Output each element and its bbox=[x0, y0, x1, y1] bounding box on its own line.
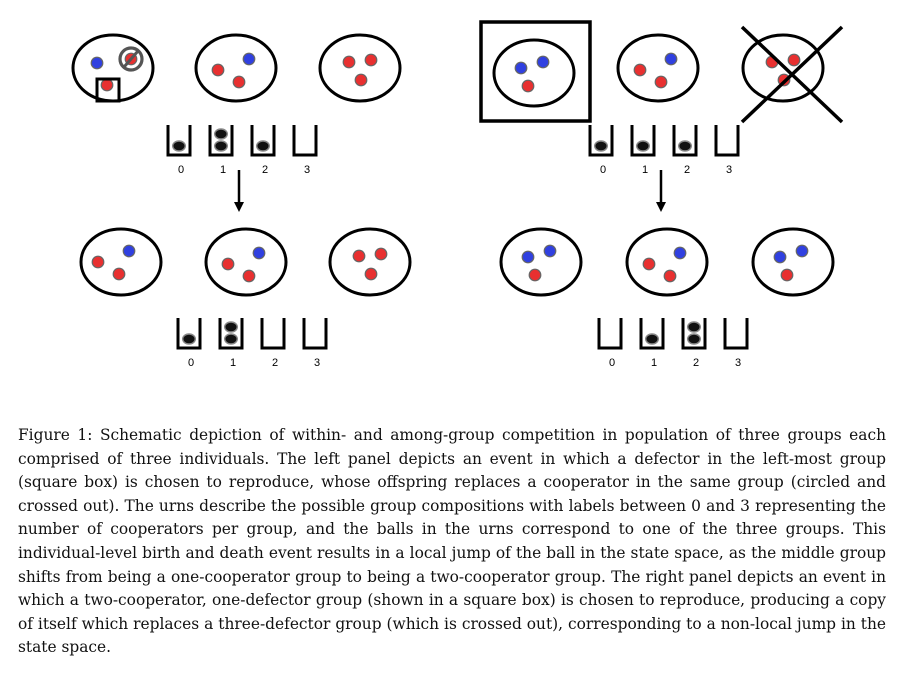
urn-label: 1 bbox=[642, 164, 648, 176]
urn-label: 1 bbox=[651, 357, 657, 369]
left-bottom-urn-2 bbox=[260, 318, 286, 350]
urn-label: 0 bbox=[188, 357, 194, 369]
defector-dot bbox=[654, 75, 668, 89]
defector-dot bbox=[528, 268, 542, 282]
cooperator-dot bbox=[242, 52, 256, 66]
defector-dot bbox=[642, 257, 656, 271]
urn-ball bbox=[687, 321, 702, 333]
urn-label: 3 bbox=[726, 164, 732, 176]
urn-ball bbox=[181, 333, 196, 345]
right-bottom-urn-1 bbox=[639, 318, 665, 350]
urn-label: 2 bbox=[262, 164, 268, 176]
left-bottom-urn-0 bbox=[176, 318, 202, 350]
right-bottom-urn-2 bbox=[681, 318, 707, 350]
right-top-urn-2 bbox=[672, 125, 698, 157]
urn-label: 0 bbox=[600, 164, 606, 176]
defector-dot bbox=[221, 257, 235, 271]
urn-ball bbox=[213, 128, 228, 140]
urn-ball bbox=[223, 333, 238, 345]
right-bottom-group-3-ellipse bbox=[751, 227, 835, 297]
urn-ball bbox=[594, 140, 609, 152]
left-arrow-head bbox=[234, 202, 244, 212]
square-box-defector bbox=[95, 77, 121, 103]
defector-dot bbox=[112, 267, 126, 281]
left-top-group-1-ellipse bbox=[71, 33, 155, 103]
defector-dot bbox=[352, 249, 366, 263]
cooperator-dot bbox=[252, 246, 266, 260]
left-bottom-group-3-ellipse bbox=[328, 227, 412, 297]
defector-dot bbox=[242, 269, 256, 283]
defector-dot bbox=[354, 73, 368, 87]
cooperator-dot bbox=[543, 244, 557, 258]
right-top-urn-1 bbox=[630, 125, 656, 157]
urn-label: 3 bbox=[314, 357, 320, 369]
defector-dot bbox=[232, 75, 246, 89]
left-top-group-2-ellipse bbox=[194, 33, 278, 103]
right-top-group-1-ellipse bbox=[492, 38, 576, 108]
right-bottom-urn-0 bbox=[597, 318, 623, 350]
cross-mark bbox=[122, 50, 140, 68]
figure-schematic: 0 1 2 3 0 1 2 3 0 1 2 3 0 1 2 3 bbox=[71, 20, 844, 369]
urn-label: 3 bbox=[735, 357, 741, 369]
right-bottom-group-1-ellipse bbox=[499, 227, 583, 297]
left-top-urn-1 bbox=[208, 125, 234, 157]
urn-label: 2 bbox=[272, 357, 278, 369]
square-box-group bbox=[479, 20, 592, 123]
figure-caption: Figure 1: Schematic depiction of within-… bbox=[18, 426, 886, 657]
urn-label: 2 bbox=[693, 357, 699, 369]
defector-dot bbox=[91, 255, 105, 269]
circle-mark bbox=[118, 46, 144, 72]
defector-dot bbox=[100, 78, 114, 92]
right-arrow-head bbox=[656, 202, 666, 212]
defector-dot bbox=[211, 63, 225, 77]
urn-label: 1 bbox=[230, 357, 236, 369]
defector-dot bbox=[374, 247, 388, 261]
cooperator-dot bbox=[521, 250, 535, 264]
defector-dot bbox=[364, 267, 378, 281]
cooperator-dot bbox=[122, 244, 136, 258]
urn-ball bbox=[687, 333, 702, 345]
urn-label: 0 bbox=[178, 164, 184, 176]
left-bottom-group-2-ellipse bbox=[204, 227, 288, 297]
urn-ball bbox=[678, 140, 693, 152]
left-top-urn-0 bbox=[166, 125, 192, 157]
cooperator-dot bbox=[673, 246, 687, 260]
cooperator-dot bbox=[773, 250, 787, 264]
defector-dot bbox=[521, 79, 535, 93]
defector-dot bbox=[780, 268, 794, 282]
defector-dot bbox=[663, 269, 677, 283]
urn-label: 3 bbox=[304, 164, 310, 176]
defector-dot bbox=[787, 53, 801, 67]
right-top-urn-3 bbox=[714, 125, 740, 157]
cooperator-dot bbox=[90, 56, 104, 70]
cooperator-dot bbox=[536, 55, 550, 69]
urn-ball bbox=[171, 140, 186, 152]
left-top-group-3-ellipse bbox=[318, 33, 402, 103]
urn-ball bbox=[645, 333, 660, 345]
left-top-urn-3 bbox=[292, 125, 318, 157]
right-bottom-group-2-ellipse bbox=[625, 227, 709, 297]
right-bottom-urn-3 bbox=[723, 318, 749, 350]
urn-ball bbox=[636, 140, 651, 152]
left-bottom-urn-3 bbox=[302, 318, 328, 350]
defector-dot bbox=[342, 55, 356, 69]
urn-label: 2 bbox=[684, 164, 690, 176]
urn-label: 1 bbox=[220, 164, 226, 176]
urn-label: 0 bbox=[609, 357, 615, 369]
cross-line-2 bbox=[740, 25, 844, 124]
urn-ball bbox=[223, 321, 238, 333]
defector-dot bbox=[633, 63, 647, 77]
cooperator-dot bbox=[795, 244, 809, 258]
left-bottom-urn-1 bbox=[218, 318, 244, 350]
right-top-group-2-ellipse bbox=[616, 33, 700, 103]
defector-dot bbox=[364, 53, 378, 67]
left-top-urn-2 bbox=[250, 125, 276, 157]
right-top-urn-0 bbox=[588, 125, 614, 157]
cooperator-dot bbox=[664, 52, 678, 66]
urn-ball bbox=[256, 140, 271, 152]
left-bottom-group-1-ellipse bbox=[79, 227, 163, 297]
urn-ball bbox=[213, 140, 228, 152]
cooperator-dot bbox=[514, 61, 528, 75]
